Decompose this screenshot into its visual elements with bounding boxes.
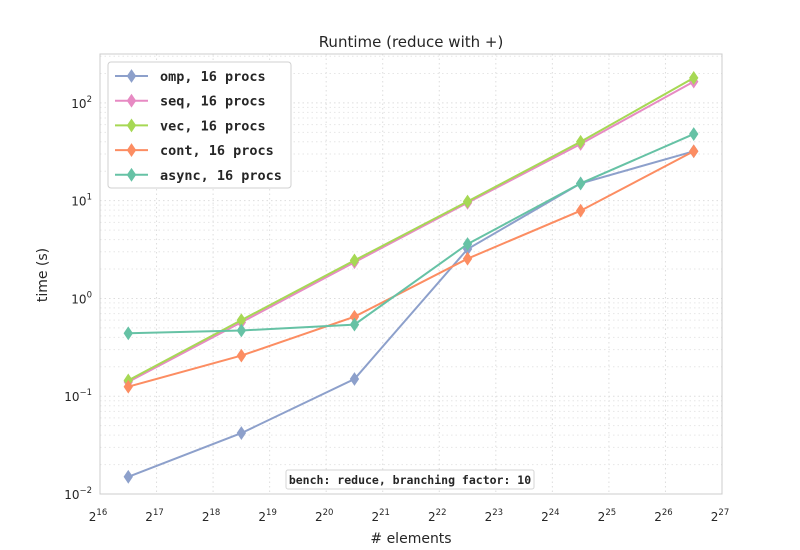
x-tick-label: 223	[485, 508, 503, 524]
annotation-box: bench: reduce, branching factor: 10	[285, 469, 535, 490]
y-tick-label: 101	[71, 193, 92, 209]
x-tick-label: 221	[371, 508, 389, 524]
data-point-marker	[236, 348, 247, 363]
y-tick-label: 10−1	[64, 388, 92, 404]
series-line	[128, 150, 695, 388]
data-point-marker	[575, 134, 586, 149]
legend-marker	[126, 69, 137, 83]
data-point-marker	[462, 194, 473, 209]
legend-label: omp, 16 procs	[160, 69, 266, 85]
data-point-marker	[236, 323, 247, 338]
data-point-marker	[236, 426, 247, 440]
y-axis-title: time (s)	[35, 248, 51, 302]
x-tick-label: 226	[654, 508, 672, 524]
y-tick-label: 10−2	[64, 486, 92, 502]
legend-label: async, 16 procs	[160, 168, 282, 184]
x-tick-label: 227	[711, 508, 729, 524]
legend-item: seq, 16 procs	[115, 94, 266, 110]
x-tick-label: 224	[541, 508, 559, 524]
legend-marker	[126, 118, 137, 133]
x-axis-ticks: 216 217 218 219 220 221 222 223 224 225 226 227	[89, 508, 729, 524]
legend-frame	[107, 61, 292, 189]
plot-area-frame	[99, 53, 723, 495]
x-tick-label: 218	[202, 508, 220, 524]
legend-item: vec, 16 procs	[115, 118, 266, 134]
series-4	[123, 127, 699, 341]
data-point-marker	[462, 251, 473, 266]
legend: omp, 16 procs seq, 16 procs vec, 16 procs c…	[107, 61, 292, 189]
data-point-marker	[462, 237, 473, 251]
legend-marker	[126, 167, 137, 182]
y-axis-ticks: 10−2 10−1 100 101 102	[64, 95, 92, 502]
y-tick-label: 102	[71, 95, 92, 111]
x-tick-label: 225	[598, 508, 616, 524]
legend-item: omp, 16 procs	[115, 69, 266, 85]
data-point-marker	[689, 71, 699, 85]
legend-marker	[126, 143, 137, 158]
x-tick-label: 222	[428, 508, 446, 524]
series-3	[123, 144, 699, 394]
chart-title: Runtime (reduce with +)	[319, 33, 504, 51]
legend-label: cont, 16 procs	[160, 143, 274, 159]
series-line	[128, 133, 695, 335]
data-point-marker	[349, 372, 360, 386]
legend-item: async, 16 procs	[115, 168, 282, 184]
data-point-marker	[349, 317, 360, 332]
x-tick-label: 219	[258, 508, 276, 524]
y-tick-label: 100	[71, 290, 92, 306]
series-line	[127, 150, 694, 478]
data-point-marker	[575, 203, 586, 218]
data-point-marker	[575, 176, 586, 191]
legend-label: seq, 16 procs	[160, 94, 266, 110]
legend-label: vec, 16 procs	[160, 118, 266, 134]
x-tick-label: 216	[89, 508, 107, 524]
x-tick-label: 217	[145, 508, 163, 524]
grid-lines	[99, 54, 723, 495]
series-layer	[123, 71, 699, 484]
data-point-marker	[349, 253, 360, 268]
legend-marker	[126, 93, 137, 108]
series-line	[127, 80, 695, 383]
data-point-marker	[689, 127, 699, 141]
annotation-text: bench: reduce, branching factor: 10	[289, 473, 531, 487]
data-point-marker	[123, 469, 133, 484]
legend-item: cont, 16 procs	[115, 143, 274, 159]
x-axis-title: # elements	[370, 531, 451, 547]
annotation-frame	[285, 469, 535, 490]
x-tick-label: 220	[315, 508, 333, 524]
data-point-marker	[123, 326, 133, 341]
data-point-marker	[123, 379, 133, 394]
data-point-marker	[689, 144, 699, 159]
